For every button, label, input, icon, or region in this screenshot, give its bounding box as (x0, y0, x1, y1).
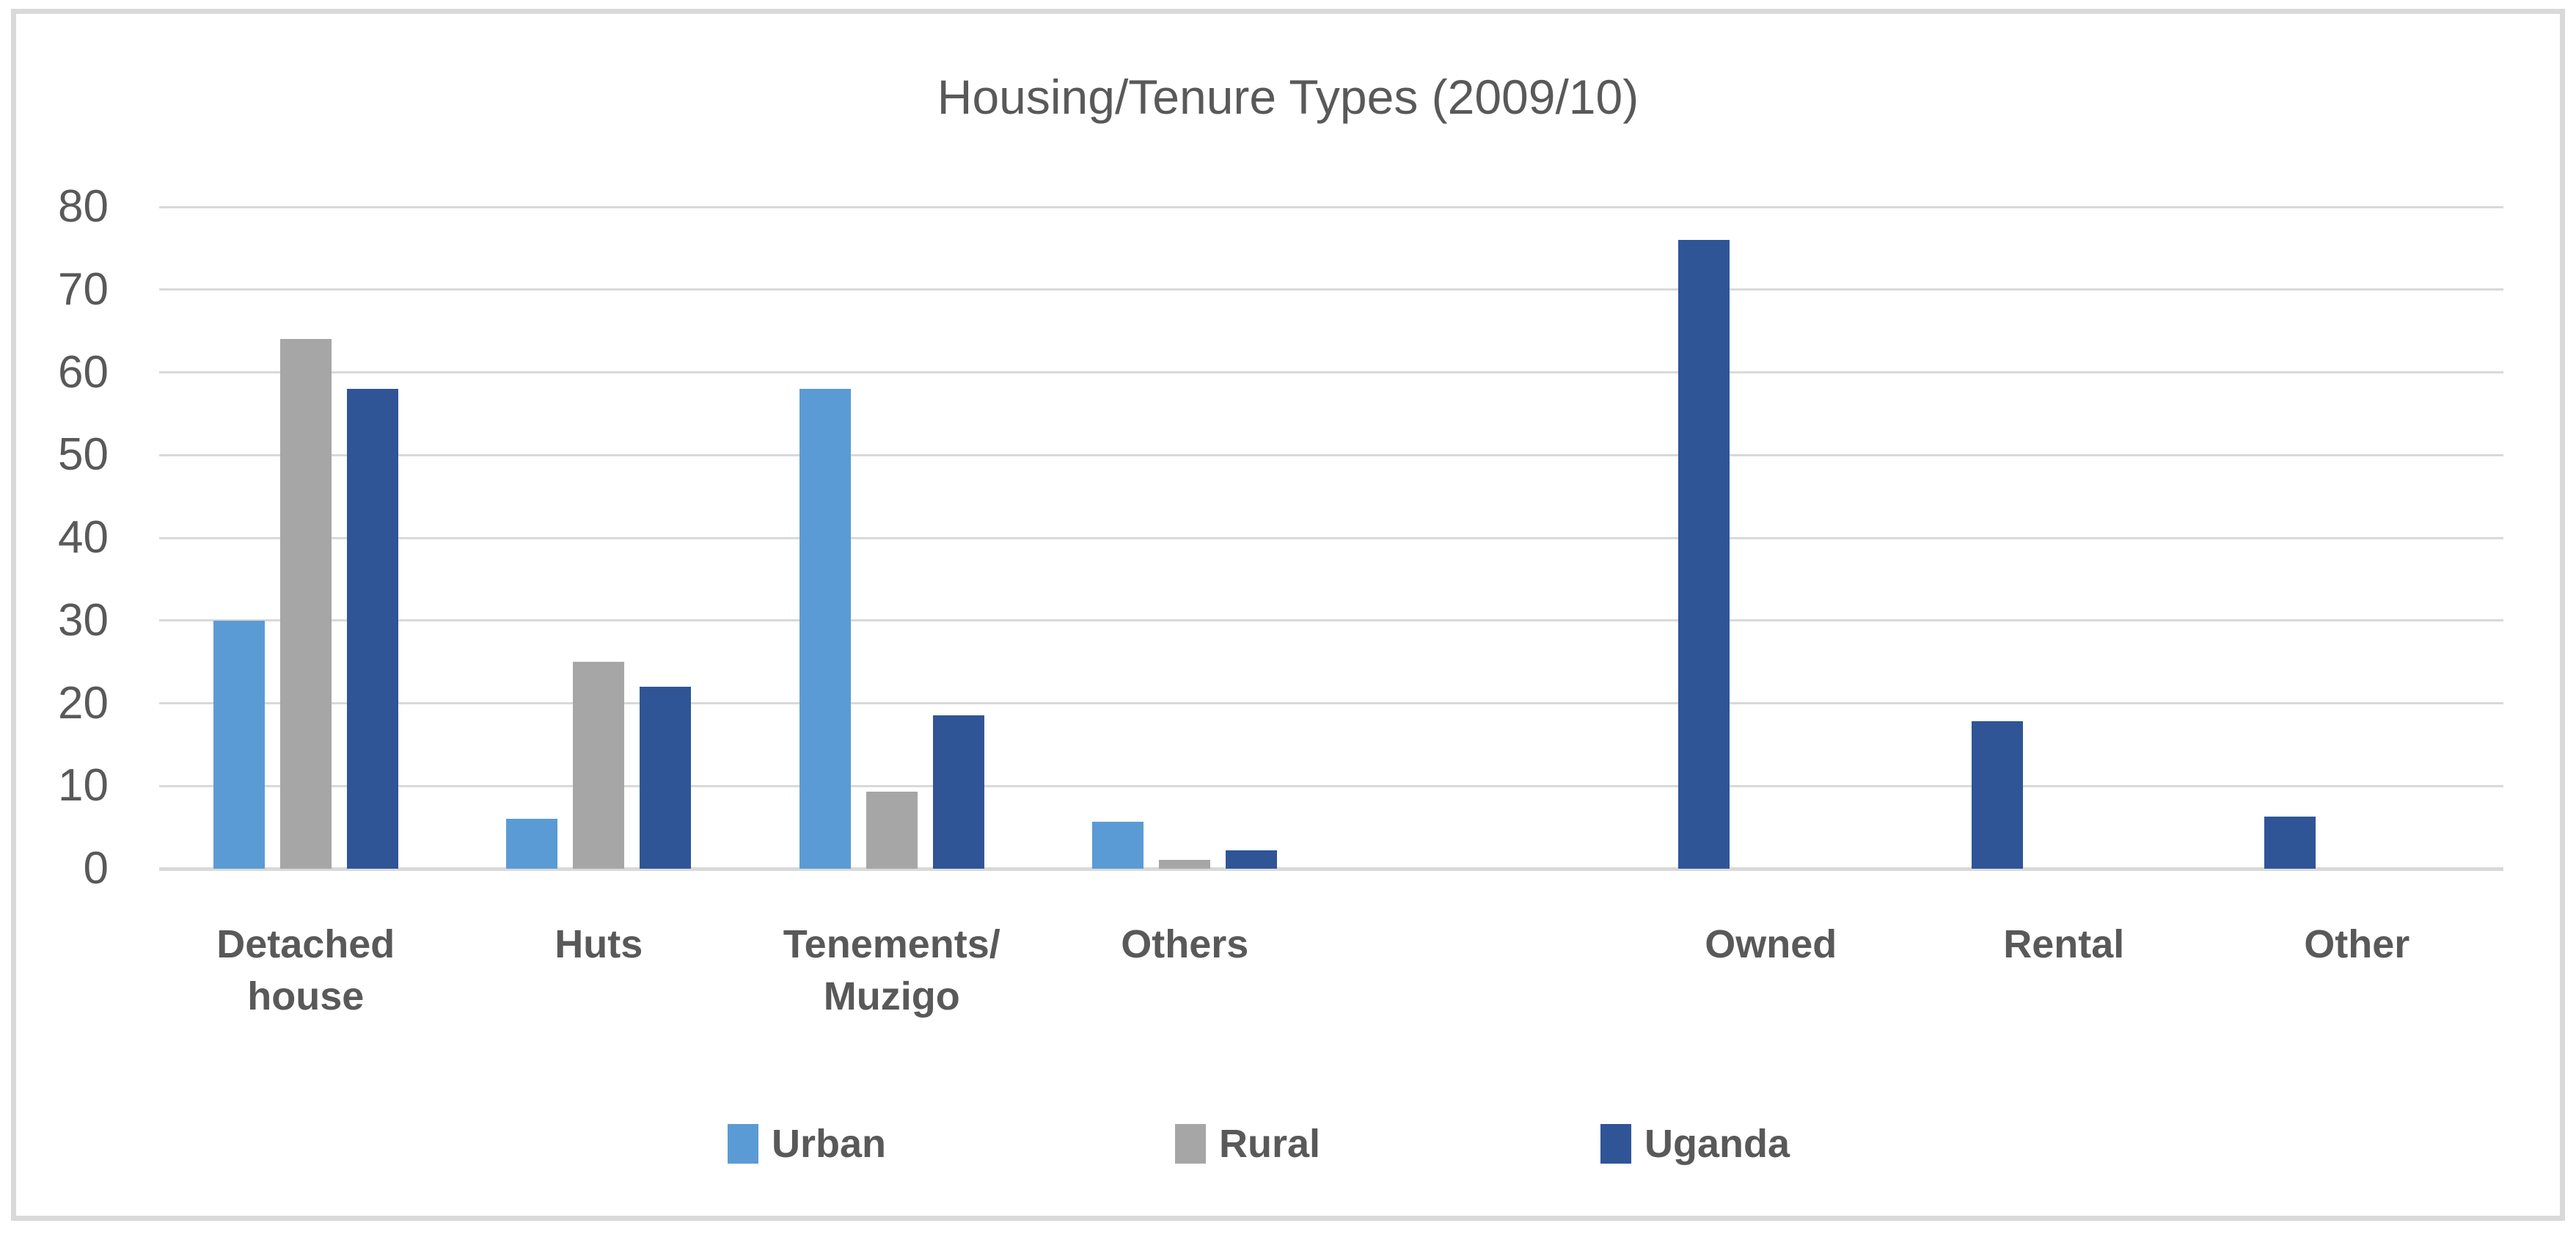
legend-swatch-uganda (1600, 1124, 1631, 1164)
bar-uganda-others (1226, 850, 1278, 869)
x-axis-label-line: Detached (216, 922, 395, 966)
y-axis-tick-label: 0 (83, 843, 109, 894)
x-axis-label-line: house (247, 974, 365, 1019)
bar-rural-tenements-muzigo (866, 792, 918, 869)
bar-urban-detached-house (213, 620, 265, 869)
gridline (159, 288, 2503, 291)
y-axis-tick-label: 70 (58, 263, 109, 315)
x-axis-label-line: Other (2304, 922, 2410, 966)
y-axis-tick-label: 80 (58, 181, 109, 232)
legend-swatch-urban (728, 1124, 758, 1164)
gridline (159, 784, 2503, 787)
legend-label: Rural (1219, 1122, 1321, 1166)
gridline (159, 371, 2503, 373)
bar-uganda-detached-house (346, 389, 398, 869)
y-axis-tick-label: 60 (58, 346, 109, 398)
bar-urban-huts (506, 819, 558, 869)
gridline (159, 453, 2503, 456)
legend-item-rural: Rural (1175, 1124, 1320, 1164)
bar-urban-tenements-muzigo (799, 389, 851, 869)
chart-title: Housing/Tenure Types (2009/10) (937, 70, 1639, 124)
bar-uganda-owned (1678, 240, 1730, 869)
x-axis-label-owned: Owned (1625, 919, 1918, 971)
bar-urban-others (1092, 821, 1144, 869)
x-axis-label-line: Huts (555, 922, 643, 966)
y-axis-tick-label: 20 (58, 677, 109, 729)
bar-uganda-huts (640, 686, 692, 869)
x-axis-label-line: Muzigo (823, 974, 960, 1019)
y-axis-tick-label: 30 (58, 594, 109, 646)
x-axis-label-line: Others (1121, 922, 1249, 966)
gridline (159, 702, 2503, 704)
x-axis-label-other: Other (2211, 919, 2504, 971)
x-axis-label-huts: Huts (453, 919, 746, 971)
legend-label: Urban (772, 1122, 887, 1166)
x-axis-label-detached-house: Detached house (159, 919, 453, 1023)
gridline (159, 536, 2503, 539)
y-axis-tick-label: 10 (58, 760, 109, 811)
x-axis-label-others: Others (1039, 919, 1332, 971)
x-axis-label-line: Tenements/ (783, 922, 1000, 966)
bar-rural-detached-house (279, 339, 332, 869)
bar-rural-others (1159, 859, 1211, 869)
legend-item-urban: Urban (728, 1124, 886, 1164)
x-axis-label-line: Owned (1705, 922, 1837, 966)
y-axis-tick-label: 50 (58, 429, 109, 481)
legend-label: Uganda (1644, 1122, 1790, 1166)
x-axis-label-rental: Rental (1917, 919, 2211, 971)
bar-uganda-tenements-muzigo (932, 715, 984, 869)
x-axis-line (159, 866, 2503, 871)
y-axis-tick-label: 40 (58, 512, 109, 563)
bar-uganda-rental (1971, 721, 2023, 869)
legend-swatch-rural (1175, 1124, 1206, 1164)
chart-frame (11, 9, 2565, 1221)
x-axis-label-line: Rental (2003, 922, 2125, 966)
gridline (159, 205, 2503, 208)
bar-uganda-other (2264, 816, 2316, 869)
gridline (159, 619, 2503, 622)
x-axis-label-tenements-muzigo: Tenements/Muzigo (745, 919, 1039, 1023)
legend-item-uganda: Uganda (1600, 1124, 1790, 1164)
bar-rural-huts (573, 662, 625, 869)
